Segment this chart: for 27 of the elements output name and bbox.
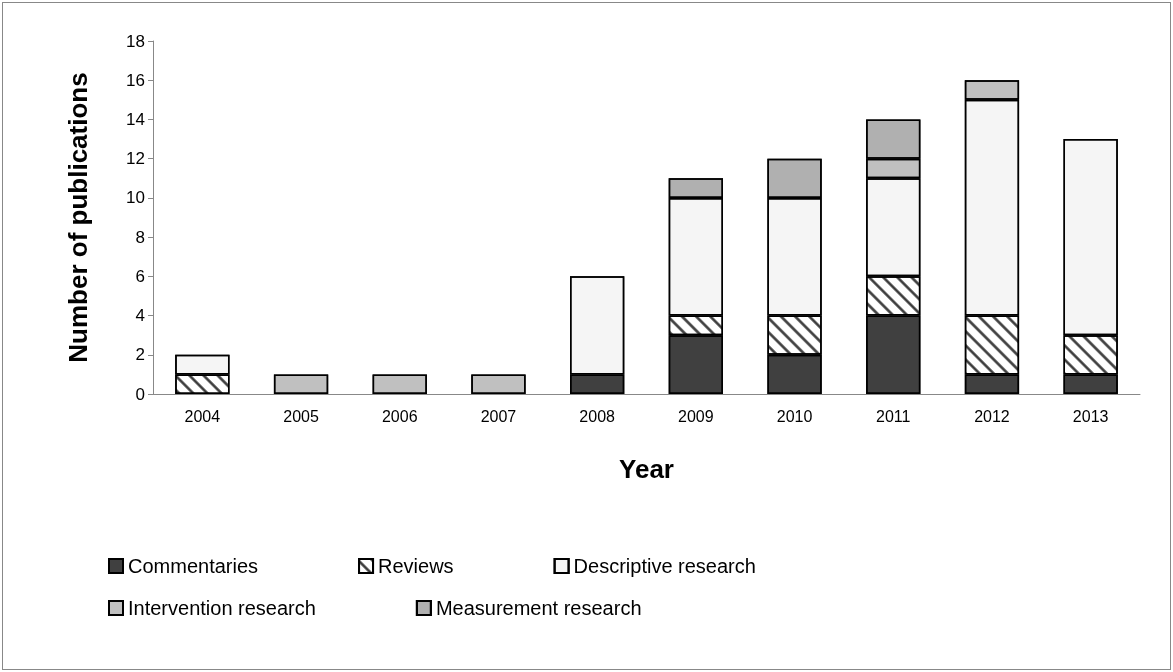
y-tick-label: 10 [126, 188, 145, 208]
y-tick-label: 4 [135, 306, 145, 326]
legend-label: Reviews [378, 555, 454, 577]
x-tick-label: 2007 [480, 407, 517, 425]
y-tick-label: 2 [135, 345, 145, 365]
y-tick-label: 16 [126, 70, 145, 90]
x-tick-label: 2012 [974, 407, 1010, 425]
x-tick-label: 2013 [1072, 407, 1109, 425]
y-tick-label: 18 [126, 31, 145, 51]
y-tick-label: 0 [135, 384, 145, 404]
x-tick-label: 2005 [283, 407, 319, 425]
legend-label: Intervention research [128, 597, 316, 619]
y-tick-label: 14 [126, 109, 145, 129]
x-tick-label: 2008 [579, 407, 616, 425]
y-tick-label: 8 [135, 227, 145, 247]
x-tick-label: 2006 [381, 407, 418, 425]
legend-label: Descriptive research [573, 555, 756, 577]
x-tick-label: 2009 [678, 407, 714, 425]
y-axis-title: Number of publications [63, 72, 93, 363]
x-tick-label: 2011 [876, 407, 911, 425]
legend-label: Measurement research [435, 597, 642, 619]
x-tick-label: 2010 [776, 407, 813, 425]
y-tick-label: 6 [135, 266, 145, 286]
x-tick-label: 2004 [184, 407, 221, 425]
legend-label: Commentaries [128, 555, 259, 577]
x-axis-title: Year [619, 454, 674, 484]
y-tick-label: 12 [126, 149, 145, 169]
